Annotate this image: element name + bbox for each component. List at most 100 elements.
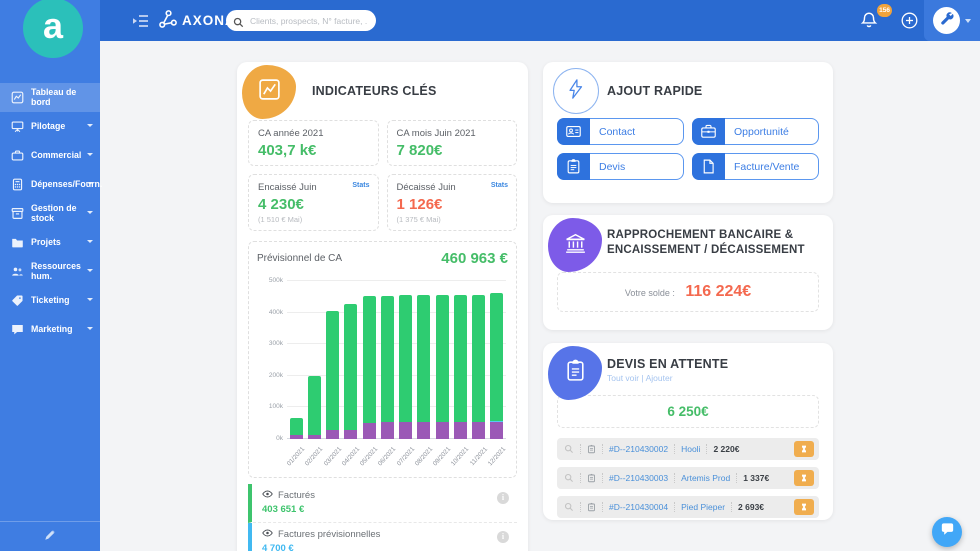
legend-label: Facturés bbox=[278, 490, 315, 501]
devis-pending-button[interactable] bbox=[794, 470, 814, 486]
kpi-decaisse: Stats Décaissé Juin 1 126€ (1 375 € Mai) bbox=[386, 174, 517, 231]
calculator-icon bbox=[11, 178, 24, 191]
kpi-ca-annee: CA année 2021 403,7 k€ bbox=[248, 120, 379, 166]
add-devis-button[interactable]: Devis bbox=[557, 153, 684, 180]
search-icon bbox=[233, 15, 244, 28]
chart-line-icon bbox=[257, 77, 282, 107]
add-opportunite-button[interactable]: Opportunité bbox=[692, 118, 819, 145]
chat-widget-button[interactable] bbox=[932, 517, 962, 547]
devis-client-link[interactable]: Pied Pieper bbox=[674, 502, 725, 512]
tout-voir-link[interactable]: Tout voir bbox=[607, 373, 640, 383]
info-icon[interactable]: i bbox=[497, 492, 509, 504]
magnifier-icon[interactable] bbox=[564, 444, 574, 454]
eye-icon[interactable] bbox=[262, 529, 273, 540]
magnifier-icon[interactable] bbox=[564, 502, 574, 512]
sidebar-item-label: Gestion de stock bbox=[31, 203, 77, 223]
id-card-icon bbox=[557, 118, 590, 145]
sidebar-item-tableau-de-bord[interactable]: Tableau de bord bbox=[0, 83, 100, 112]
devis-number-link[interactable]: #D--210430004 bbox=[602, 502, 668, 512]
sidebar-item-label: Ticketing bbox=[31, 294, 70, 305]
stats-link[interactable]: Stats bbox=[352, 182, 370, 189]
bank-icon bbox=[563, 230, 588, 260]
quick-add-button[interactable] bbox=[901, 12, 918, 29]
sidebar-collapse-icon[interactable] bbox=[132, 14, 150, 28]
sidebar-item-rh[interactable]: Ressources hum. bbox=[0, 257, 100, 286]
company-avatar[interactable]: a bbox=[23, 0, 83, 58]
clipboard-icon[interactable] bbox=[580, 444, 596, 454]
bolt-badge bbox=[553, 68, 599, 114]
card-title: INDICATEURS CLÉS bbox=[312, 84, 437, 98]
add-contact-button[interactable]: Contact bbox=[557, 118, 684, 145]
notifications-button[interactable] bbox=[860, 11, 880, 31]
devis-number-link[interactable]: #D--210430003 bbox=[602, 473, 668, 483]
axonaut-logo-icon[interactable] bbox=[157, 9, 178, 30]
pencil-icon bbox=[44, 528, 56, 546]
sidebar-item-ticketing[interactable]: Ticketing bbox=[0, 286, 100, 315]
devis-client-link[interactable]: Hooli bbox=[674, 444, 700, 454]
clipboard-icon[interactable] bbox=[580, 473, 596, 483]
hourglass-icon bbox=[800, 442, 808, 457]
devis-row[interactable]: #D--210430002 Hooli 2 220€ bbox=[557, 438, 819, 460]
magnifier-icon[interactable] bbox=[564, 473, 574, 483]
card-title: DEVIS EN ATTENTE bbox=[607, 357, 729, 371]
clipboard-icon[interactable] bbox=[580, 502, 596, 512]
file-icon bbox=[692, 153, 725, 180]
devis-row[interactable]: #D--210430004 Pied Pieper 2 693€ bbox=[557, 496, 819, 518]
sidebar-item-commercial[interactable]: Commercial bbox=[0, 141, 100, 170]
chevron-down-icon bbox=[87, 211, 93, 214]
sidebar-item-projets[interactable]: Projets bbox=[0, 228, 100, 257]
quick-button-label: Devis bbox=[599, 160, 626, 173]
chart-legend: Facturés 403 651 € i Factures prévisionn… bbox=[248, 484, 517, 551]
sidebar-edit-button[interactable] bbox=[0, 521, 100, 551]
presentation-icon bbox=[11, 120, 24, 133]
topbar: AXONAUT 156 bbox=[100, 0, 980, 41]
devis-number-link[interactable]: #D--210430002 bbox=[602, 444, 668, 454]
kpi-value: 1 126€ bbox=[396, 196, 443, 213]
wrench-icon bbox=[939, 11, 954, 31]
chevron-down-icon bbox=[87, 124, 93, 127]
devis-row[interactable]: #D--210430003 Artemis Prod 1 337€ bbox=[557, 467, 819, 489]
stats-link[interactable]: Stats bbox=[490, 182, 508, 189]
devis-client-link[interactable]: Artemis Prod bbox=[674, 473, 730, 483]
rapprochement-card: RAPPROCHEMENT BANCAIRE & ENCAISSEMENT / … bbox=[543, 215, 833, 330]
card-title: RAPPROCHEMENT BANCAIRE & ENCAISSEMENT / … bbox=[607, 229, 805, 256]
kpi-label: CA année 2021 bbox=[258, 128, 324, 139]
sidebar-item-pilotage[interactable]: Pilotage bbox=[0, 112, 100, 141]
briefcase-icon bbox=[11, 149, 24, 162]
sidebar-item-label: Pilotage bbox=[31, 120, 66, 131]
add-facture-button[interactable]: Facture/Vente bbox=[692, 153, 819, 180]
card-title: AJOUT RAPIDE bbox=[607, 84, 703, 98]
bank-badge bbox=[548, 218, 602, 272]
sidebar-item-depenses[interactable]: Dépenses/Fourn. bbox=[0, 170, 102, 199]
sidebar-item-marketing[interactable]: Marketing bbox=[0, 315, 100, 344]
eye-icon[interactable] bbox=[262, 490, 273, 501]
legend-row-previsionnelles[interactable]: Factures prévisionnelles 4 700 € i bbox=[248, 523, 517, 551]
ajout-rapide-card: AJOUT RAPIDE Contact Opportunité Devis F… bbox=[543, 62, 833, 203]
kpi-value: 4 230€ bbox=[258, 196, 304, 213]
chart-badge bbox=[242, 65, 296, 119]
kpi-encaisse: Stats Encaissé Juin 4 230€ (1 510 € Mai) bbox=[248, 174, 379, 231]
legend-value: 403 651 € bbox=[262, 504, 305, 515]
profile-menu[interactable] bbox=[924, 0, 980, 41]
chevron-down-icon bbox=[87, 327, 93, 330]
lightning-icon bbox=[565, 78, 587, 105]
devis-pending-button[interactable] bbox=[794, 441, 814, 457]
clipboard-icon bbox=[557, 153, 590, 180]
info-icon[interactable]: i bbox=[497, 531, 509, 543]
devis-links: Tout voir | Ajouter bbox=[607, 373, 833, 383]
tag-icon bbox=[11, 294, 24, 307]
search-input[interactable] bbox=[226, 10, 376, 31]
quick-button-label: Contact bbox=[599, 125, 636, 138]
devis-amount: 1 337€ bbox=[736, 473, 769, 483]
sidebar-item-stock[interactable]: Gestion de stock bbox=[0, 199, 100, 228]
chat-icon bbox=[11, 323, 24, 336]
links-separator: | bbox=[641, 373, 644, 383]
chat-bubble-icon bbox=[939, 521, 956, 543]
chart-x-labels: 01/2021 02/2021 03/2021 04/2021 05/2021 06/20… bbox=[285, 445, 508, 468]
devis-pending-button[interactable] bbox=[794, 499, 814, 515]
ajouter-link[interactable]: Ajouter bbox=[645, 373, 673, 383]
notification-badge: 156 bbox=[877, 4, 892, 17]
indicateurs-card: INDICATEURS CLÉS CA année 2021 403,7 k€ … bbox=[237, 62, 528, 551]
legend-row-factures[interactable]: Facturés 403 651 € i bbox=[248, 484, 517, 523]
devis-rows: #D--210430002 Hooli 2 220€ #D--210430003… bbox=[557, 438, 819, 518]
